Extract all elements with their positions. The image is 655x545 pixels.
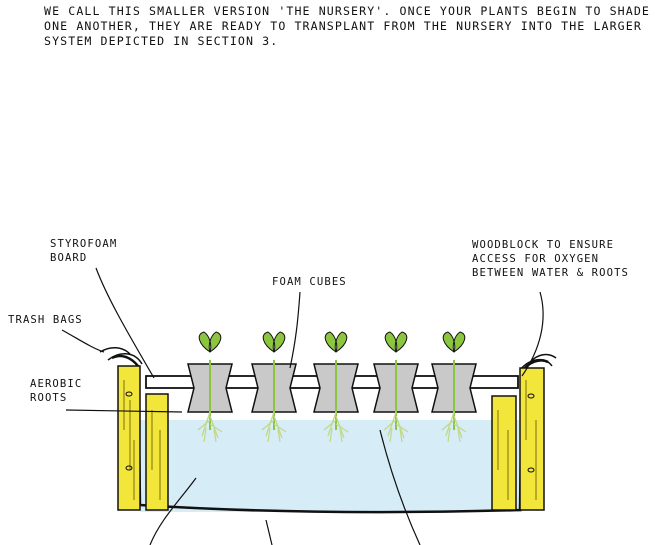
plant-3	[313, 331, 359, 443]
right-wood-blocks	[491, 367, 545, 511]
plant-4	[373, 331, 419, 443]
label-aerobic-roots: AEROBIC ROOTS	[30, 378, 83, 404]
left-wood-blocks	[117, 365, 169, 511]
intro-paragraph: WE CALL THIS SMALLER VERSION 'THE NURSER…	[44, 4, 651, 49]
label-foam-cubes: FOAM CUBES	[272, 276, 347, 288]
foam-cubes	[187, 331, 477, 443]
intro-line-1: WE CALL THIS SMALLER VERSION 'THE NURSER…	[44, 4, 651, 18]
label-trash-bags: TRASH BAGS	[8, 314, 83, 326]
label-styrofoam-board: STYROFOAM BOARD	[50, 238, 118, 264]
trash-bag-liner	[111, 354, 549, 514]
label-woodblock: WOODBLOCK TO ENSURE ACCESS FOR OXYGEN BE…	[472, 239, 630, 279]
intro-line-2: ONE ANOTHER, THEY ARE READY TO TRANSPLAN…	[44, 19, 642, 33]
plant-1	[187, 331, 233, 443]
plant-5	[431, 331, 477, 443]
intro-line-3: SYSTEM DEPICTED IN SECTION 3.	[44, 34, 279, 48]
plant-2	[251, 331, 297, 443]
leader-lines	[61, 267, 544, 545]
